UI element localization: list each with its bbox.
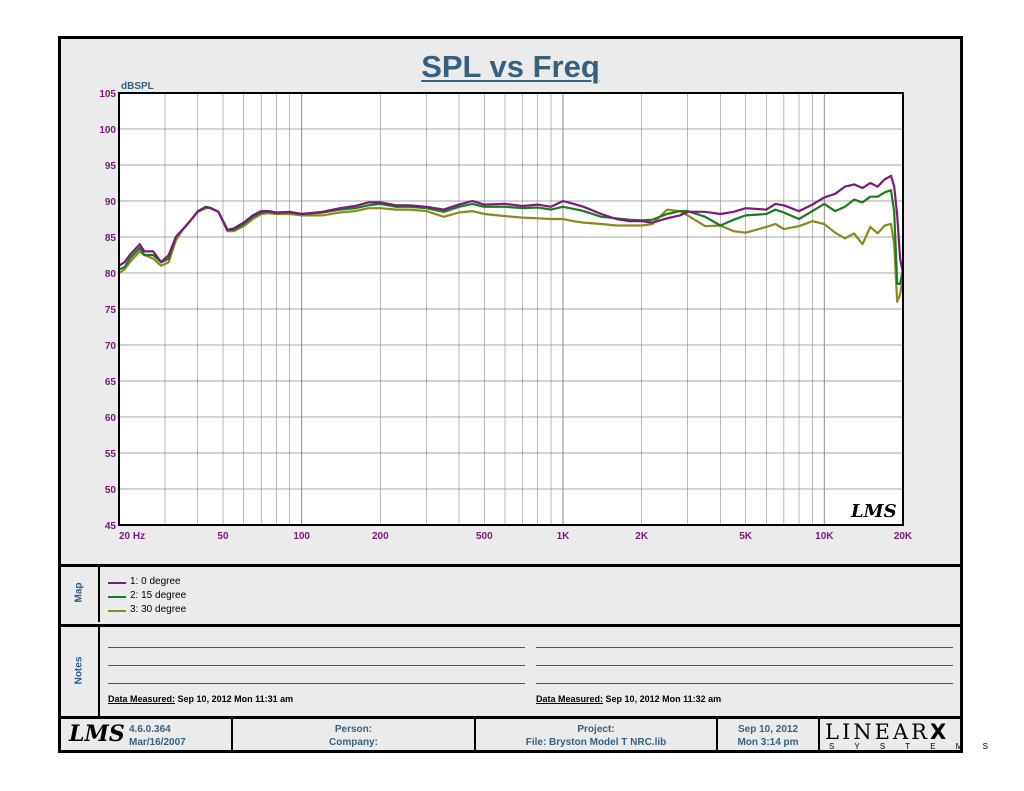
brand-x: X (929, 720, 950, 744)
divider (61, 564, 960, 567)
series-line (118, 174, 905, 274)
divider (98, 627, 100, 717)
x-tick-label: 10K (815, 531, 834, 542)
brand-main: LINEAR (825, 720, 930, 744)
y-tick-label: 55 (105, 449, 117, 460)
x-tick-label: 200 (372, 531, 389, 542)
note-line (108, 683, 525, 684)
brand-sub: S Y S T E M S (829, 742, 997, 751)
legend-swatch (108, 610, 126, 612)
series-line (118, 207, 905, 303)
person-label: Person: (334, 724, 373, 735)
x-tick-label: 50 (217, 531, 229, 542)
legend-swatch (108, 596, 126, 598)
note-line (108, 665, 525, 666)
company-label: Company: (329, 737, 378, 748)
y-axis-label: dBSPL (121, 81, 154, 92)
y-tick-label: 50 (105, 485, 117, 496)
divider (98, 567, 100, 622)
version: 4.6.0.364 (129, 724, 171, 735)
y-tick-label: 85 (105, 233, 117, 244)
divider (231, 719, 233, 753)
plot-border (118, 92, 904, 526)
note-line (536, 665, 953, 666)
legend-swatch (108, 582, 126, 584)
divider (61, 716, 960, 719)
linearx-logo: LINEARX S Y S T E M S (823, 719, 988, 753)
legend-entry: 2: 15 degree (130, 590, 187, 601)
lms-watermark: LMS (850, 501, 897, 522)
y-tick-label: 105 (99, 89, 116, 100)
divider (474, 719, 476, 753)
y-tick-label: 45 (105, 521, 117, 532)
x-tick-label: 100 (293, 531, 310, 542)
y-tick-label: 70 (105, 341, 117, 352)
lms-logo: LMS (69, 721, 125, 747)
divider (716, 719, 718, 753)
y-tick-label: 100 (99, 125, 116, 136)
project-label: Project: (577, 724, 615, 735)
y-tick-label: 65 (105, 377, 117, 388)
chart-title: SPL vs Freq (421, 49, 600, 84)
note-line (536, 647, 953, 648)
file-name: File: Bryston Model T NRC.lib (525, 737, 667, 748)
footer-date: Sep 10, 2012 (737, 724, 799, 735)
y-tick-label: 95 (105, 161, 117, 172)
data-measured-left: Data Measured: Sep 10, 2012 Mon 11:31 am (108, 694, 294, 704)
legend-entry: 1: 0 degree (130, 576, 181, 587)
y-tick-label: 90 (105, 197, 117, 208)
divider (818, 719, 820, 753)
footer-time: Mon 3:14 pm (737, 737, 799, 748)
note-line (536, 683, 953, 684)
divider (61, 624, 960, 627)
y-tick-label: 80 (105, 269, 117, 280)
x-tick-label: 20 Hz (119, 531, 145, 542)
x-tick-label: 2K (635, 531, 649, 542)
y-tick-label: 60 (105, 413, 117, 424)
x-tick-label: 1K (557, 531, 571, 542)
version-date: Mar/16/2007 (129, 737, 186, 748)
y-tick-label: 75 (105, 305, 117, 316)
data-measured-right: Data Measured: Sep 10, 2012 Mon 11:32 am (536, 694, 722, 704)
x-tick-label: 5K (739, 531, 753, 542)
x-tick-label: 20K (894, 531, 913, 542)
note-line (108, 647, 525, 648)
legend-entry: 3: 30 degree (130, 604, 187, 615)
x-tick-label: 500 (476, 531, 493, 542)
